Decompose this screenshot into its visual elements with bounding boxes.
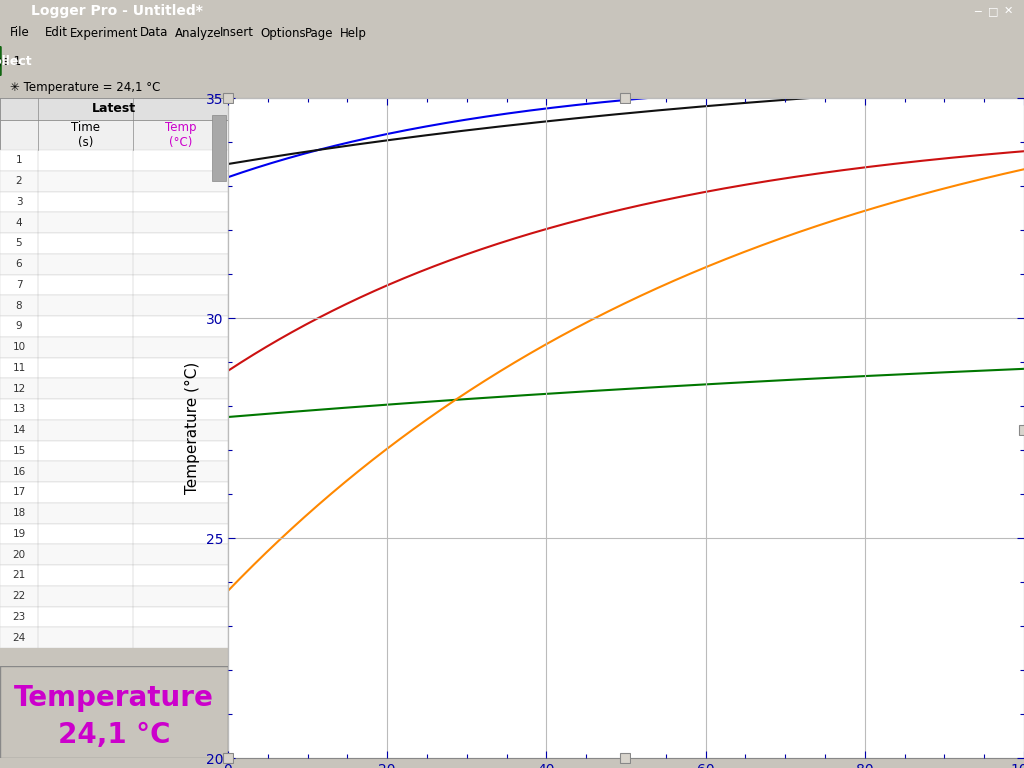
Text: Analyze: Analyze <box>175 27 221 39</box>
Text: Insert: Insert <box>220 27 254 39</box>
Bar <box>0 274 228 295</box>
Text: Temp
(°C): Temp (°C) <box>165 121 197 149</box>
Bar <box>0 586 228 607</box>
Text: 22: 22 <box>12 591 26 601</box>
Bar <box>0 399 228 420</box>
Bar <box>0 607 228 627</box>
Text: ▶ Collect: ▶ Collect <box>0 55 32 68</box>
Text: 20: 20 <box>12 550 26 560</box>
Bar <box>0 357 228 379</box>
Text: Latest: Latest <box>92 102 136 115</box>
Bar <box>0 150 228 170</box>
Bar <box>0 420 228 441</box>
Text: Options: Options <box>260 27 305 39</box>
Bar <box>0 98 228 120</box>
Text: 15: 15 <box>12 446 26 456</box>
Text: □: □ <box>988 6 998 16</box>
Bar <box>0 524 228 545</box>
Text: 24,1 °C: 24,1 °C <box>57 721 170 749</box>
Text: 13: 13 <box>12 405 26 415</box>
Bar <box>0 170 228 191</box>
Text: 12: 12 <box>12 384 26 394</box>
Text: File: File <box>10 27 30 39</box>
Text: 21: 21 <box>12 571 26 581</box>
Text: 1: 1 <box>15 155 23 165</box>
Text: Edit: Edit <box>45 27 68 39</box>
Text: Data: Data <box>140 27 168 39</box>
Text: 19: 19 <box>12 529 26 539</box>
Text: Help: Help <box>340 27 367 39</box>
Text: Time
(s): Time (s) <box>71 121 100 149</box>
Bar <box>0 482 228 503</box>
Text: Experiment: Experiment <box>70 27 138 39</box>
Y-axis label: Temperature (°C): Temperature (°C) <box>185 362 200 494</box>
Bar <box>0 441 228 462</box>
Text: 24: 24 <box>12 633 26 643</box>
Bar <box>0 336 228 357</box>
Text: 5: 5 <box>15 238 23 248</box>
Bar <box>0 212 228 233</box>
Bar <box>0 316 228 336</box>
Bar <box>0 120 228 150</box>
Text: Page: Page <box>305 27 334 39</box>
Text: 16: 16 <box>12 467 26 477</box>
Text: 8: 8 <box>15 300 23 310</box>
Bar <box>0 253 228 274</box>
Text: Page 1: Page 1 <box>0 55 22 68</box>
Bar <box>0 295 228 316</box>
Text: 3: 3 <box>15 197 23 207</box>
Bar <box>0 627 228 648</box>
Text: 6: 6 <box>15 259 23 269</box>
Text: 4: 4 <box>15 217 23 227</box>
Text: ✳ Temperature = 24,1 °C: ✳ Temperature = 24,1 °C <box>10 81 161 94</box>
Text: 7: 7 <box>15 280 23 290</box>
Text: Temperature: Temperature <box>14 684 214 712</box>
Bar <box>0 503 228 524</box>
Text: 10: 10 <box>12 342 26 352</box>
Bar <box>0 379 228 399</box>
Bar <box>212 114 226 180</box>
Text: 11: 11 <box>12 362 26 373</box>
Text: 17: 17 <box>12 488 26 498</box>
Text: 18: 18 <box>12 508 26 518</box>
Text: 14: 14 <box>12 425 26 435</box>
Text: ✕: ✕ <box>1004 6 1014 16</box>
Text: ─: ─ <box>975 6 981 16</box>
Bar <box>0 565 228 586</box>
Bar <box>0 545 228 565</box>
Text: 23: 23 <box>12 612 26 622</box>
Bar <box>0 462 228 482</box>
Bar <box>0 233 228 253</box>
Text: 9: 9 <box>15 321 23 331</box>
Bar <box>0 191 228 212</box>
Text: Logger Pro - Untitled*: Logger Pro - Untitled* <box>31 4 203 18</box>
Text: 2: 2 <box>15 176 23 186</box>
